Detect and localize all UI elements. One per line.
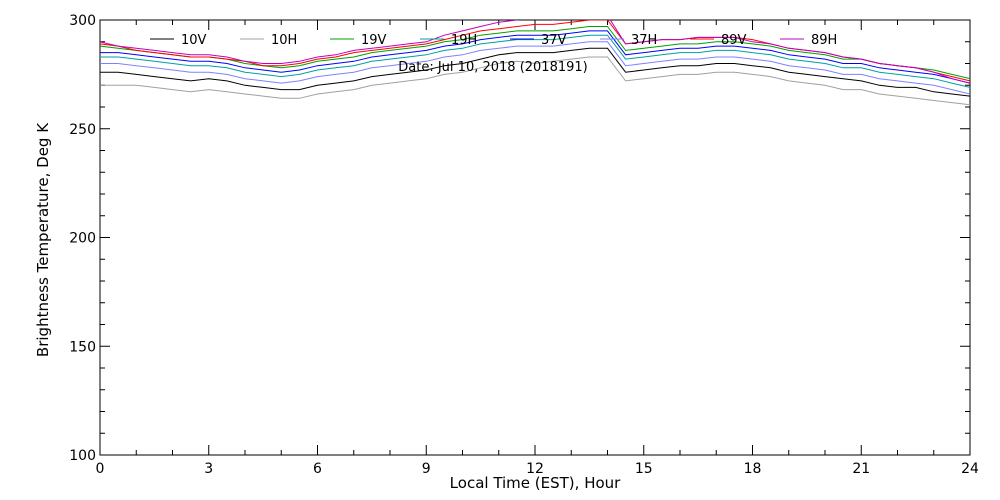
series-line-10H — [100, 56, 970, 106]
series-line-37H — [100, 41, 970, 95]
series-line-10V — [100, 47, 970, 97]
x-axis-label: Local Time (EST), Hour — [450, 474, 621, 492]
series-lines — [100, 20, 970, 106]
y-tick-label: 150 — [69, 339, 96, 355]
legend-label: 89H — [811, 33, 837, 48]
x-tick-label: 6 — [313, 461, 322, 477]
legend-label: 37V — [541, 33, 567, 48]
x-tick-label: 24 — [961, 461, 979, 477]
x-tick-label: 12 — [526, 461, 544, 477]
x-axis-ticks: 0 3 6 9 12 15 18 21 24 — [96, 20, 979, 477]
x-tick-label: 9 — [422, 461, 431, 477]
legend-label: 10V — [181, 33, 207, 48]
plot-frame — [99, 19, 971, 456]
x-tick-label: 18 — [744, 461, 762, 477]
y-tick-label: 250 — [69, 122, 96, 138]
y-axis-label: Brightness Temperature, Deg K — [34, 122, 52, 357]
legend-label: 37H — [631, 33, 657, 48]
x-tick-label: 0 — [96, 461, 105, 477]
y-tick-label: 300 — [69, 13, 96, 29]
series-line-19H — [100, 34, 970, 88]
legend: 10V 10H 19V 19H 37V 37H 89V 89H — [150, 33, 837, 48]
legend-label: 89V — [721, 33, 747, 48]
legend-label: 19V — [361, 33, 387, 48]
legend-label: 10H — [271, 33, 297, 48]
legend-label: 19H — [451, 33, 477, 48]
y-axis-ticks: 100 150 200 250 300 — [69, 13, 970, 464]
series-line-37V — [100, 30, 970, 84]
x-tick-label: 21 — [852, 461, 870, 477]
x-tick-label: 3 — [204, 461, 213, 477]
x-tick-label: 15 — [635, 461, 653, 477]
y-tick-label: 100 — [69, 448, 96, 464]
y-tick-label: 200 — [69, 231, 96, 247]
series-line-89H — [100, 20, 970, 84]
series-line-19V — [100, 26, 970, 80]
chart-title: Date: Jul 10, 2018 (2018191) — [398, 60, 587, 75]
